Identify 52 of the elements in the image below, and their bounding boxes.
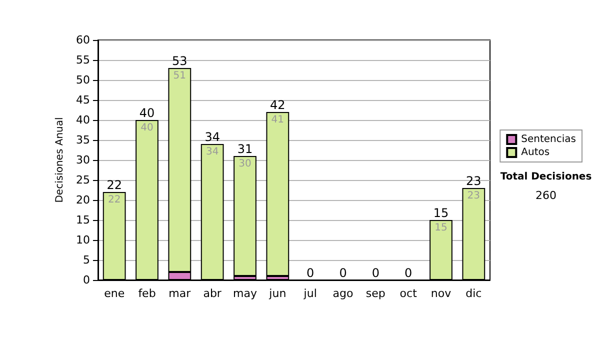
data-label: 15 (434, 222, 448, 234)
x-tick-label: ene (104, 287, 125, 300)
x-tick-label: mar (168, 287, 192, 300)
data-label: 51 (173, 70, 186, 82)
x-tick-label: abr (203, 287, 222, 300)
y-tick-label: 60 (76, 34, 90, 46)
data-label: 22 (108, 194, 121, 206)
data-label: 40 (140, 122, 154, 134)
data-label: 34 (206, 146, 219, 158)
bar (234, 156, 256, 276)
data-label: 41 (271, 114, 284, 126)
x-tick-label: ago (332, 287, 354, 300)
total-label: 22 (106, 178, 122, 192)
bar (266, 112, 290, 276)
total-label: 40 (139, 106, 155, 120)
legend-label: Sentencias (521, 134, 576, 145)
data-label: 23 (467, 190, 480, 202)
y-tick-label: 5 (83, 254, 90, 266)
y-tick-label: 50 (76, 74, 90, 86)
x-tick-label: feb (138, 287, 156, 300)
total-label: 23 (466, 174, 482, 188)
x-tick-label: dic (466, 287, 482, 300)
x-tick-label: jul (302, 287, 317, 300)
total-label: 0 (339, 266, 347, 280)
x-tick-label: nov (430, 287, 452, 300)
y-axis-title: Decisiones Anual (54, 117, 66, 203)
total-label: 34 (204, 130, 220, 144)
y-tick-label: 35 (76, 134, 90, 146)
legend-label: Autos (521, 147, 550, 158)
total-label: 42 (270, 98, 286, 112)
data-label: 30 (238, 158, 252, 170)
total-label: 0 (306, 266, 314, 280)
y-tick-label: 10 (76, 234, 90, 246)
y-tick-label: 30 (76, 154, 90, 166)
y-tick-label: 55 (76, 54, 90, 66)
y-tick-label: 40 (76, 114, 90, 126)
y-tick-label: 45 (76, 94, 90, 106)
y-tick-label: 25 (76, 174, 90, 186)
x-tick-label: jun (268, 287, 286, 300)
x-tick-label: oct (400, 287, 418, 300)
x-tick-label: may (233, 287, 258, 300)
x-tick-label: sep (366, 287, 386, 300)
text: 260 (536, 189, 556, 202)
total-label: 0 (372, 266, 380, 280)
y-tick-label: 0 (83, 274, 90, 286)
total-label: 53 (172, 54, 188, 68)
y-tick-label: 20 (76, 194, 90, 206)
total-label: 31 (237, 142, 253, 156)
total-label: 15 (433, 206, 449, 220)
y-tick-label: 15 (76, 214, 90, 226)
total-label: 0 (404, 266, 412, 280)
text: Total Decisiones (500, 172, 592, 182)
